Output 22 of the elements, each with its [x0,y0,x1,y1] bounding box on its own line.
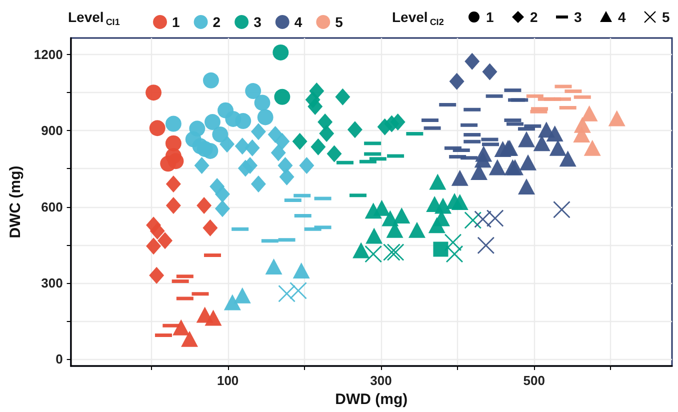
y-tick-label: 600 [41,199,63,214]
y-tick-label: 900 [41,123,63,138]
legend-label: 4 [294,14,302,30]
x-tick-label: 100 [216,373,239,388]
legend-title: Level$_{CI1}$ [68,8,120,29]
y-axis-title: DWC (mg) [7,166,24,238]
x-tick-label: 500 [523,373,545,388]
text: Level$_{CI2}$ [392,8,444,29]
y-tick-label: 0 [56,352,63,367]
text: 5 [662,9,670,25]
y-tick-label: 1200 [34,47,63,62]
text: 2 [530,9,538,25]
legend-label: 1 [172,14,180,30]
text: 4 [618,9,626,25]
y-tick-label: 300 [41,275,63,290]
legend-label: 2 [212,14,221,30]
x-tick-label: 300 [370,373,392,388]
text: 1 [486,9,494,25]
legend-label: 5 [335,14,344,30]
text: 3 [574,9,582,25]
x-axis-title: DWD (mg) [335,391,408,408]
legend-label: 3 [254,14,262,30]
